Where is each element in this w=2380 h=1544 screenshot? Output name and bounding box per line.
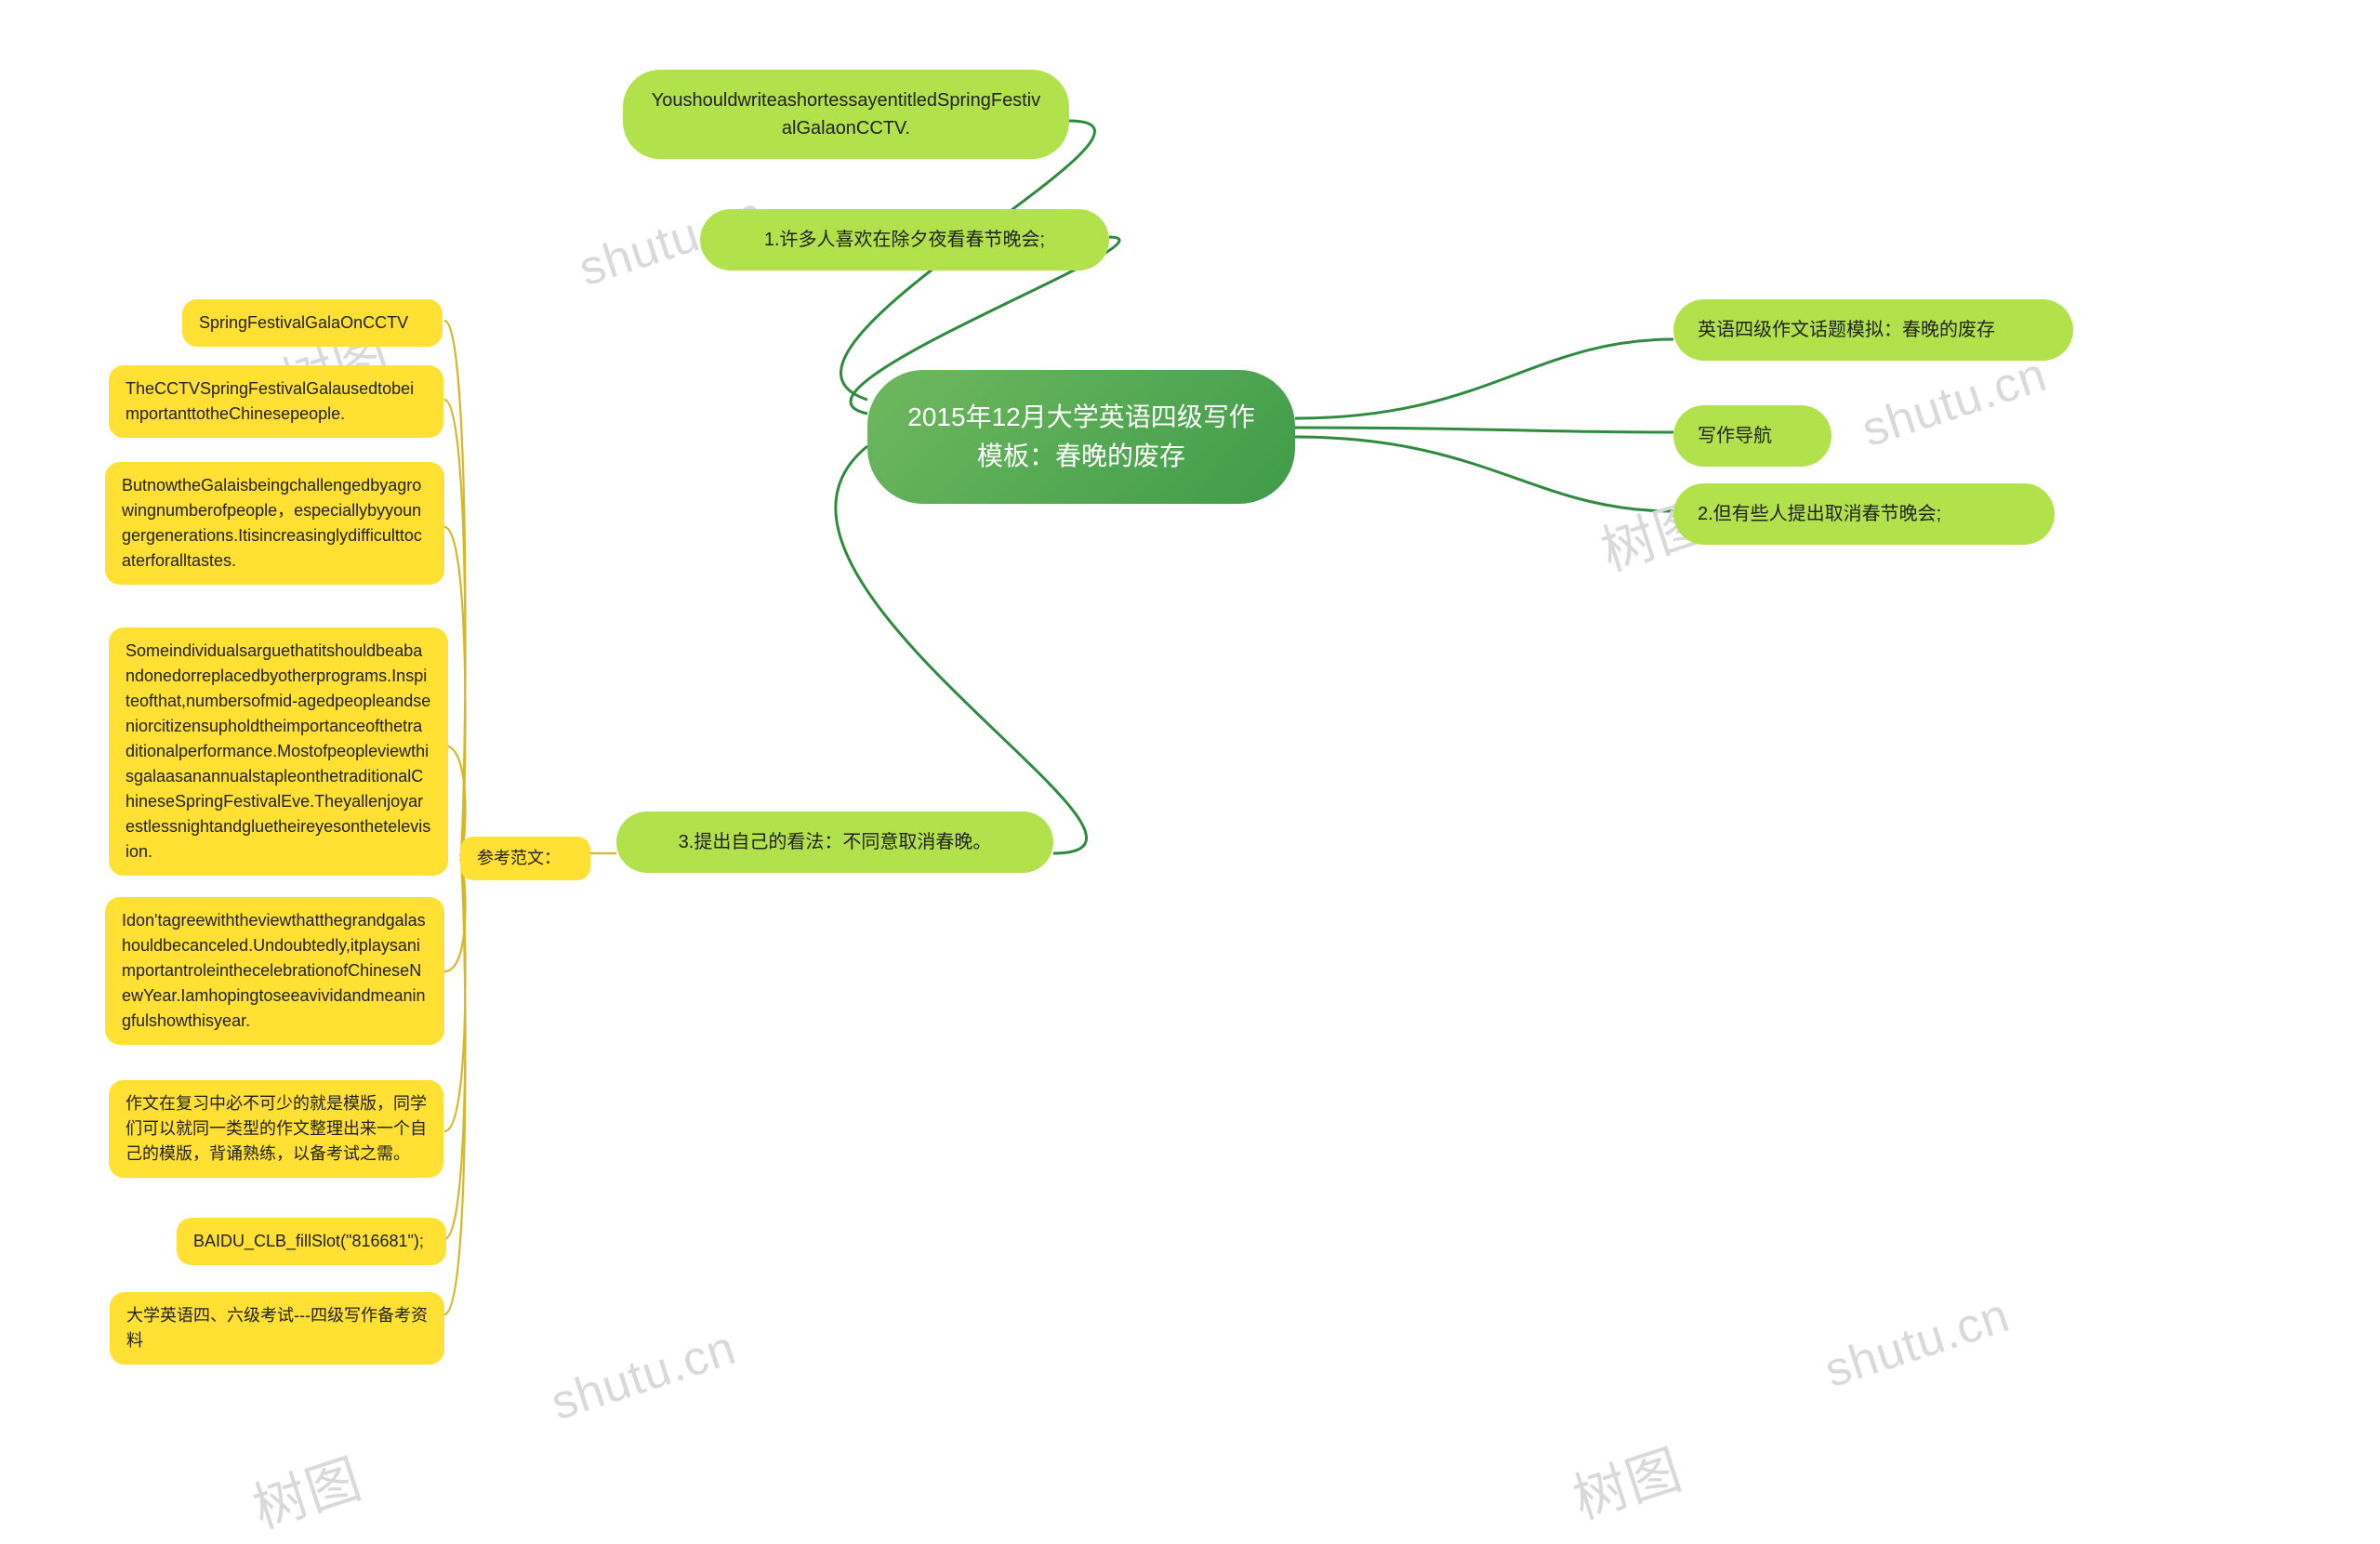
branch-node-text: 1.许多人喜欢在除夕夜看春节晚会;: [764, 230, 1045, 250]
branch-node-l2[interactable]: 1.许多人喜欢在除夕夜看春节晚会;: [700, 209, 1109, 271]
branch-node-l1[interactable]: YoushouldwriteashortessayentitledSpringF…: [623, 70, 1069, 159]
branch-node-text: 2.但有些人提出取消春节晚会;: [1698, 504, 1941, 524]
essay-node-text: SpringFestivalGalaOnCCTV: [199, 313, 408, 332]
reference-essay-label: 参考范文：: [460, 837, 590, 880]
branch-node-text: 写作导航: [1698, 426, 1772, 446]
watermark-cn: 树图: [242, 1435, 370, 1543]
branch-node-l3[interactable]: 3.提出自己的看法：不同意取消春晚。: [616, 812, 1053, 873]
branch-node-r3[interactable]: 2.但有些人提出取消春节晚会;: [1673, 483, 2055, 545]
essay-node-y2[interactable]: TheCCTVSpringFestivalGalausedtobeimporta…: [109, 365, 443, 438]
branch-node-r2[interactable]: 写作导航: [1673, 405, 1831, 467]
essay-node-text: 大学英语四、六级考试---四级写作备考资料: [126, 1306, 428, 1350]
branch-node-text: 英语四级作文话题模拟：春晚的废存: [1698, 320, 1995, 340]
essay-node-y8[interactable]: 大学英语四、六级考试---四级写作备考资料: [110, 1292, 444, 1365]
mindmap-root-node[interactable]: 2015年12月大学英语四级写作模板：春晚的废存: [867, 370, 1295, 504]
essay-node-y1[interactable]: SpringFestivalGalaOnCCTV: [182, 299, 443, 347]
watermark-en: shutu.cn: [1818, 1287, 2016, 1399]
essay-node-text: 作文在复习中必不可少的就是模版，同学们可以就同一类型的作文整理出来一个自己的模版…: [126, 1094, 427, 1163]
branch-node-text: YoushouldwriteashortessayentitledSpringF…: [652, 90, 1040, 139]
watermark-en: shutu.cn: [1856, 347, 2054, 458]
branch-node-text: 3.提出自己的看法：不同意取消春晚。: [679, 832, 992, 852]
root-text: 2015年12月大学英语四级写作模板：春晚的废存: [907, 402, 1254, 470]
essay-node-text: Idon'tagreewiththeviewthatthegrandgalash…: [122, 911, 426, 1030]
essay-node-y7[interactable]: BAIDU_CLB_fillSlot("816681");: [177, 1218, 446, 1265]
essay-node-y3[interactable]: ButnowtheGalaisbeingchallengedbyagrowing…: [105, 462, 444, 585]
essay-node-y5[interactable]: Idon'tagreewiththeviewthatthegrandgalash…: [105, 897, 444, 1045]
watermark-en: shutu.cn: [545, 1320, 743, 1432]
essay-node-y4[interactable]: Someindividualsarguethatitshouldbeabando…: [109, 627, 448, 876]
watermark-cn: 树图: [1562, 1426, 1690, 1534]
essay-node-text: Someindividualsarguethatitshouldbeabando…: [126, 641, 430, 861]
branch-node-r1[interactable]: 英语四级作文话题模拟：春晚的废存: [1673, 299, 2073, 361]
essay-node-y6[interactable]: 作文在复习中必不可少的就是模版，同学们可以就同一类型的作文整理出来一个自己的模版…: [109, 1080, 443, 1178]
essay-node-text: ButnowtheGalaisbeingchallengedbyagrowing…: [122, 476, 422, 570]
essay-node-text: TheCCTVSpringFestivalGalausedtobeimporta…: [126, 379, 414, 423]
essay-node-text: BAIDU_CLB_fillSlot("816681");: [193, 1232, 424, 1250]
ref-label-text: 参考范文：: [477, 849, 561, 867]
